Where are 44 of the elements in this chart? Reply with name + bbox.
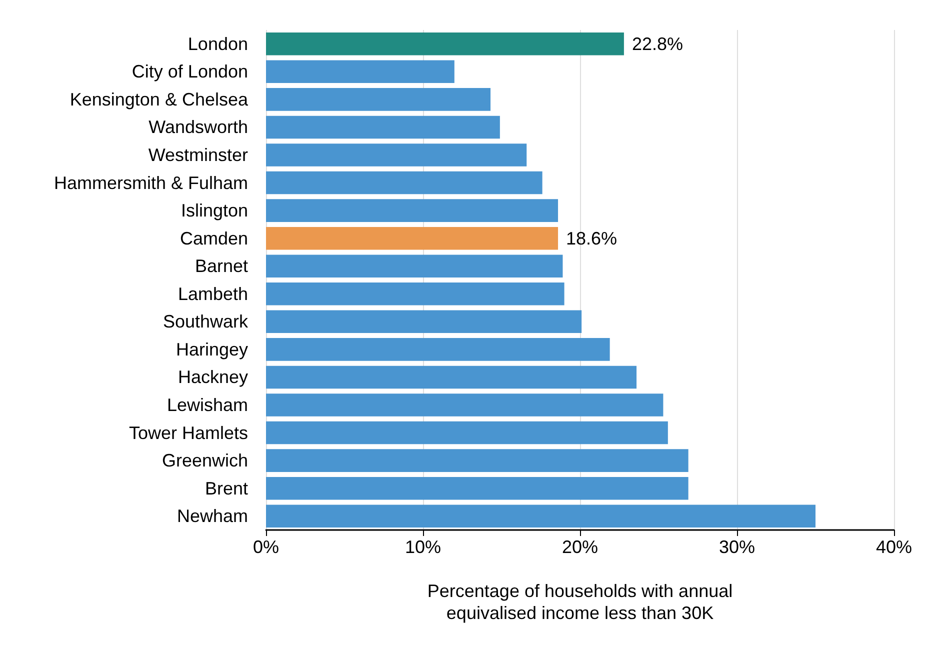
bar	[266, 88, 491, 111]
y-tick-label: Haringey	[176, 339, 248, 360]
bar	[266, 421, 668, 444]
bar	[266, 366, 637, 389]
y-tick-label: Brent	[204, 478, 248, 498]
y-tick-label: Lambeth	[178, 284, 248, 304]
bar	[266, 338, 610, 361]
y-tick-label: Barnet	[194, 256, 248, 276]
x-tick-label: 10%	[404, 537, 442, 557]
x-tick-label: 30%	[718, 537, 756, 557]
x-tick-label: 0%	[252, 537, 280, 557]
bar	[266, 60, 454, 84]
y-tick-label: Westminster	[148, 145, 248, 165]
y-tick-label: London	[188, 34, 248, 54]
y-tick-label: Islington	[180, 200, 248, 221]
bar	[266, 504, 816, 528]
bar	[266, 282, 564, 306]
y-tick-label: Newham	[176, 506, 248, 526]
y-tick-label: Lewisham	[166, 395, 248, 415]
y-tick-label: Kensington & Chelsea	[70, 89, 249, 110]
y-tick-label: City of London	[132, 62, 248, 82]
bar	[266, 254, 563, 278]
y-tick-label: Hammersmith & Fulham	[54, 172, 248, 193]
y-tick-label: Wandsworth	[148, 117, 248, 138]
y-tick-label: Camden	[180, 228, 248, 248]
bar	[266, 394, 664, 416]
bar	[266, 449, 688, 472]
bar	[266, 310, 582, 334]
x-axis-title: Percentage of households with annual equivalised income less than 30K	[427, 581, 733, 623]
bar	[266, 171, 542, 194]
bar	[266, 32, 624, 56]
x-tick-label: 20%	[562, 537, 598, 557]
bar	[266, 144, 527, 166]
bar	[266, 226, 558, 250]
x-tick-label: 40%	[876, 537, 912, 557]
data-label: 22.8%	[632, 34, 684, 54]
data-label: 18.6%	[566, 228, 618, 248]
y-tick-label: Southwark	[162, 312, 249, 332]
bar	[266, 199, 558, 222]
y-tick-label: Greenwich	[162, 450, 248, 471]
bar	[266, 476, 688, 500]
bar	[266, 116, 500, 139]
y-tick-label: Hackney	[178, 367, 248, 388]
y-tick-label: Tower Hamlets	[128, 422, 248, 443]
